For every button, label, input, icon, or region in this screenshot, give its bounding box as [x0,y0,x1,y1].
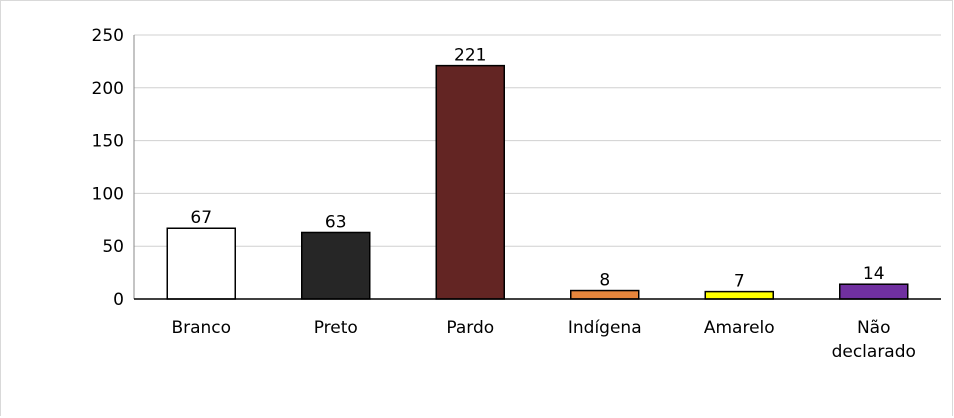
data-label: 63 [325,212,347,232]
x-tick-label: Não [857,318,891,338]
data-label: 221 [454,46,486,66]
x-tick-label: Preto [314,318,358,338]
bar [839,283,909,300]
x-tick-label: Branco [171,318,231,338]
bar [704,290,774,300]
data-label: 8 [599,271,610,291]
data-label: 67 [190,208,212,228]
x-tick-label: declarado [832,342,916,362]
bar [301,231,371,300]
data-label: 14 [863,264,885,284]
y-tick-label: 200 [92,79,124,99]
data-label: 7 [734,272,745,292]
bar [166,227,236,300]
y-tick-label: 0 [113,290,124,310]
bar [570,289,640,300]
y-tick-label: 250 [92,26,124,46]
y-tick-label: 150 [92,132,124,152]
x-tick-label: Amarelo [704,318,775,338]
y-tick-label: 100 [92,184,124,204]
bar [435,64,505,300]
x-tick-label: Pardo [446,318,494,338]
x-tick-label: Indígena [568,318,642,338]
y-tick-label: 50 [102,237,124,257]
